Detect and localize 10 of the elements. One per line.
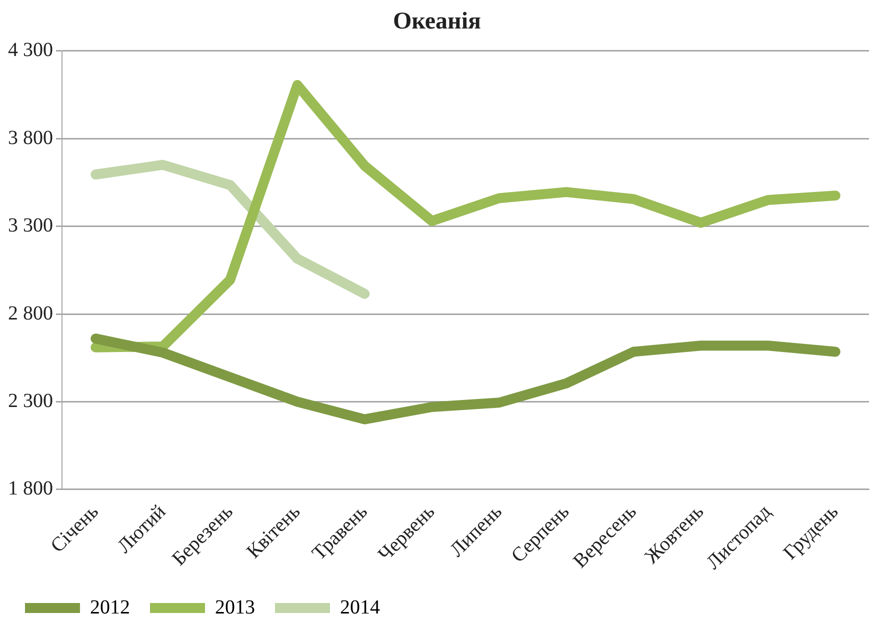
y-tick-label: 3 300 — [8, 214, 53, 237]
chart-title: Океанія — [392, 8, 482, 35]
y-tick-label: 4 300 — [8, 39, 53, 62]
y-tick-label: 2 800 — [8, 302, 53, 324]
y-tick-label: 1 800 — [8, 478, 53, 500]
y-tick-label: 2 300 — [8, 390, 53, 412]
legend-label: 2012 — [90, 596, 130, 618]
y-tick-label: 3 800 — [8, 126, 53, 149]
legend-label: 2014 — [340, 596, 380, 618]
legend-label: 2013 — [215, 596, 255, 618]
